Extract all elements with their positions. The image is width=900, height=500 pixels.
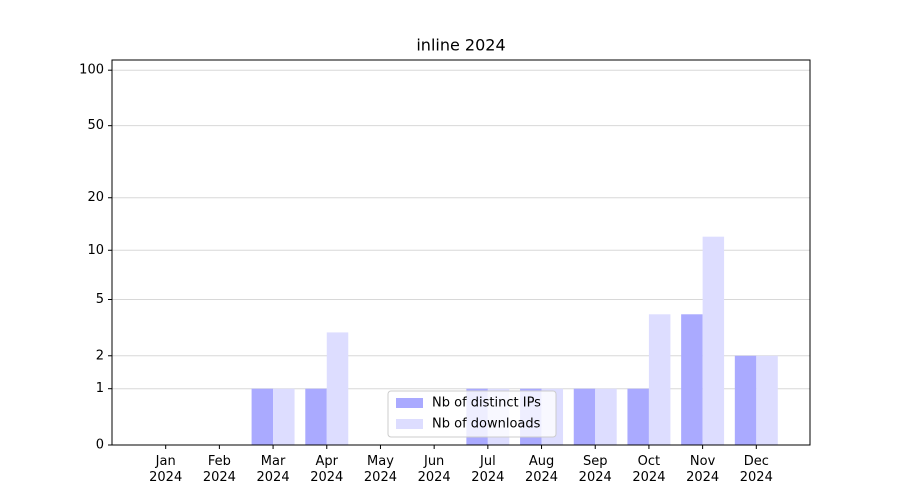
y-tick-label: 1 [96,381,104,396]
legend-label: Nb of downloads [432,417,541,432]
bar [681,314,703,445]
bar [734,355,757,445]
x-tick-label: Jun 2024 [418,454,451,485]
legend: Nb of distinct IPs Nb of downloads [387,390,557,438]
bar [648,314,671,445]
bar [573,388,596,445]
y-tick-label: 10 [87,243,104,258]
y-tick-label: 50 [87,118,104,133]
legend-label: Nb of distinct IPs [432,396,541,411]
bar [326,332,349,445]
bar [627,388,649,445]
y-tick-label: 5 [96,292,104,307]
legend-box [387,390,557,438]
x-tick-label: Sep 2024 [579,454,612,485]
y-tick-label: 0 [96,438,104,453]
x-tick-label: Aug 2024 [525,454,558,485]
legend-swatch [396,398,423,408]
chart-title: inline 2024 [416,36,505,55]
y-tick-label: 2 [96,348,104,363]
y-tick-label: 20 [87,190,104,205]
x-tick-label: Apr 2024 [310,454,343,485]
x-tick-label: Dec 2024 [740,454,773,485]
x-tick-label: Mar 2024 [257,454,290,485]
plot-frame [111,59,811,446]
bar [595,388,617,445]
x-tick-label: Jan 2024 [149,454,182,485]
y-tick-label: 100 [79,63,104,78]
x-tick-label: Jul 2024 [471,454,504,485]
legend-swatch [396,419,423,429]
x-tick-label: Feb 2024 [203,454,236,485]
bar [305,388,327,445]
x-tick-label: May 2024 [364,454,397,485]
x-tick-label: Nov 2024 [686,454,719,485]
bar [756,355,778,445]
bar [251,388,274,445]
x-tick-label: Oct 2024 [632,454,665,485]
bar [273,388,295,445]
bar [702,236,725,445]
